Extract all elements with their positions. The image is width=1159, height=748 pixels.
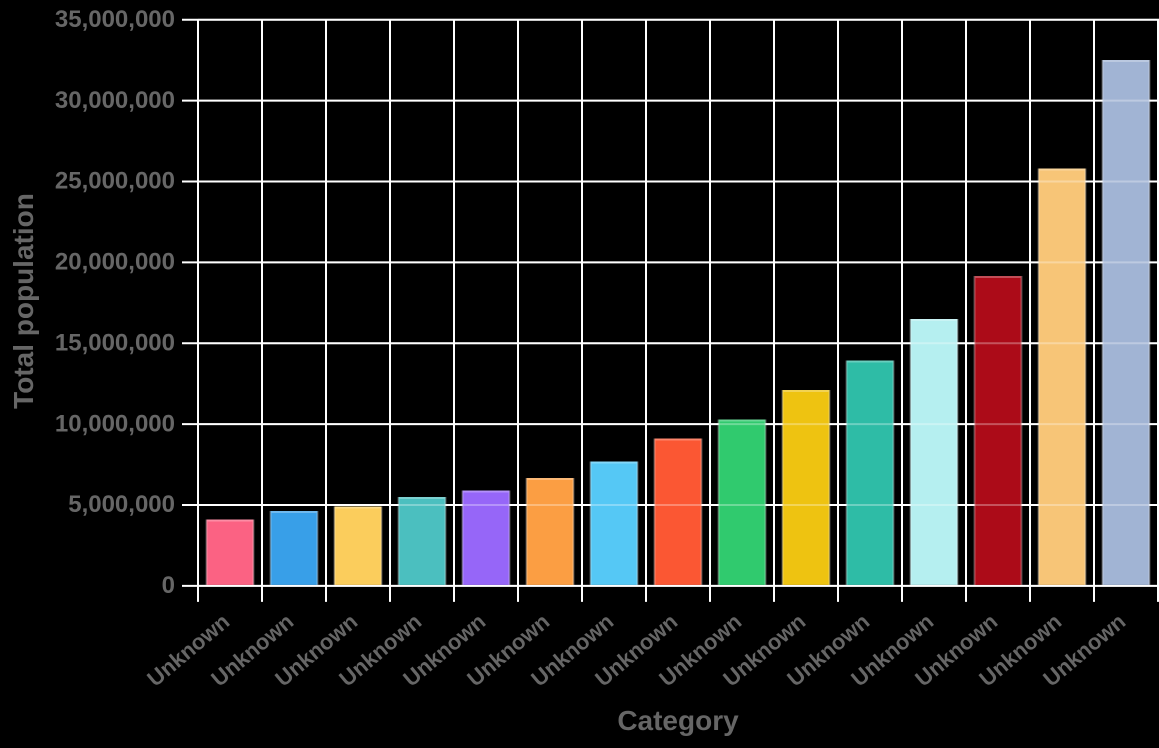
svg-text:30,000,000: 30,000,000 <box>55 87 175 114</box>
svg-text:5,000,000: 5,000,000 <box>68 491 175 518</box>
svg-text:25,000,000: 25,000,000 <box>55 168 175 195</box>
svg-text:Category: Category <box>617 705 739 736</box>
svg-text:20,000,000: 20,000,000 <box>55 249 175 276</box>
svg-text:0: 0 <box>162 572 175 599</box>
svg-text:15,000,000: 15,000,000 <box>55 329 175 356</box>
svg-text:35,000,000: 35,000,000 <box>55 6 175 33</box>
svg-text:Total population: Total population <box>8 193 39 409</box>
svg-text:10,000,000: 10,000,000 <box>55 410 175 437</box>
